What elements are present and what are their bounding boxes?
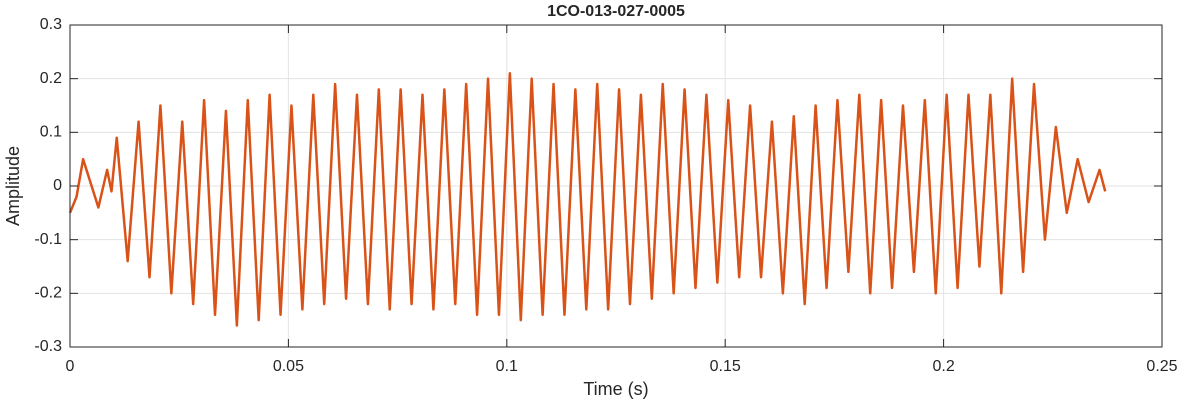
- y-axis-label: Amplitude: [3, 146, 23, 226]
- y-tick-label: 0: [53, 177, 62, 194]
- y-tick-label: 0.3: [40, 16, 62, 33]
- y-tick-label: 0.2: [40, 70, 62, 87]
- waveform-line: [68, 72, 1107, 327]
- marks: [68, 72, 1107, 327]
- chart-title: 1CO-013-027-0005: [547, 3, 685, 20]
- x-tick-label: 0.25: [1146, 358, 1177, 375]
- y-tick-label: -0.3: [34, 338, 62, 355]
- x-axis-label: Time (s): [583, 379, 648, 399]
- x-tick-label: 0.1: [496, 358, 518, 375]
- x-tick-label: 0: [66, 358, 75, 375]
- y-tick-label: -0.1: [34, 231, 62, 248]
- x-tick-label: 0.05: [273, 358, 304, 375]
- y-tick-label: -0.2: [34, 285, 62, 302]
- x-tick-label: 0.2: [932, 358, 954, 375]
- x-tick-label: 0.15: [710, 358, 741, 375]
- ticks: 0 0.05 0.1 0.15 0.2 0.25 -0.3 -0.2 -0.1 0 0.1 0.2 0.…: [34, 16, 1177, 375]
- y-tick-label: 0.1: [40, 124, 62, 141]
